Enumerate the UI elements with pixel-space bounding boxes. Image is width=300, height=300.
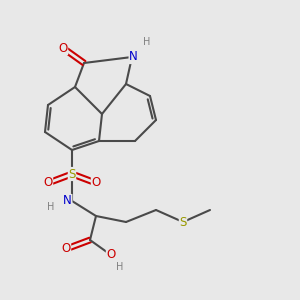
- Text: S: S: [179, 215, 187, 229]
- Text: O: O: [92, 176, 100, 190]
- Text: N: N: [129, 50, 138, 64]
- Text: N: N: [63, 194, 72, 208]
- Text: H: H: [143, 37, 151, 47]
- Text: O: O: [106, 248, 116, 262]
- Text: S: S: [68, 167, 76, 181]
- Text: H: H: [116, 262, 124, 272]
- Text: O: O: [61, 242, 70, 256]
- Text: O: O: [58, 41, 68, 55]
- Text: H: H: [47, 202, 55, 212]
- Text: O: O: [44, 176, 52, 190]
